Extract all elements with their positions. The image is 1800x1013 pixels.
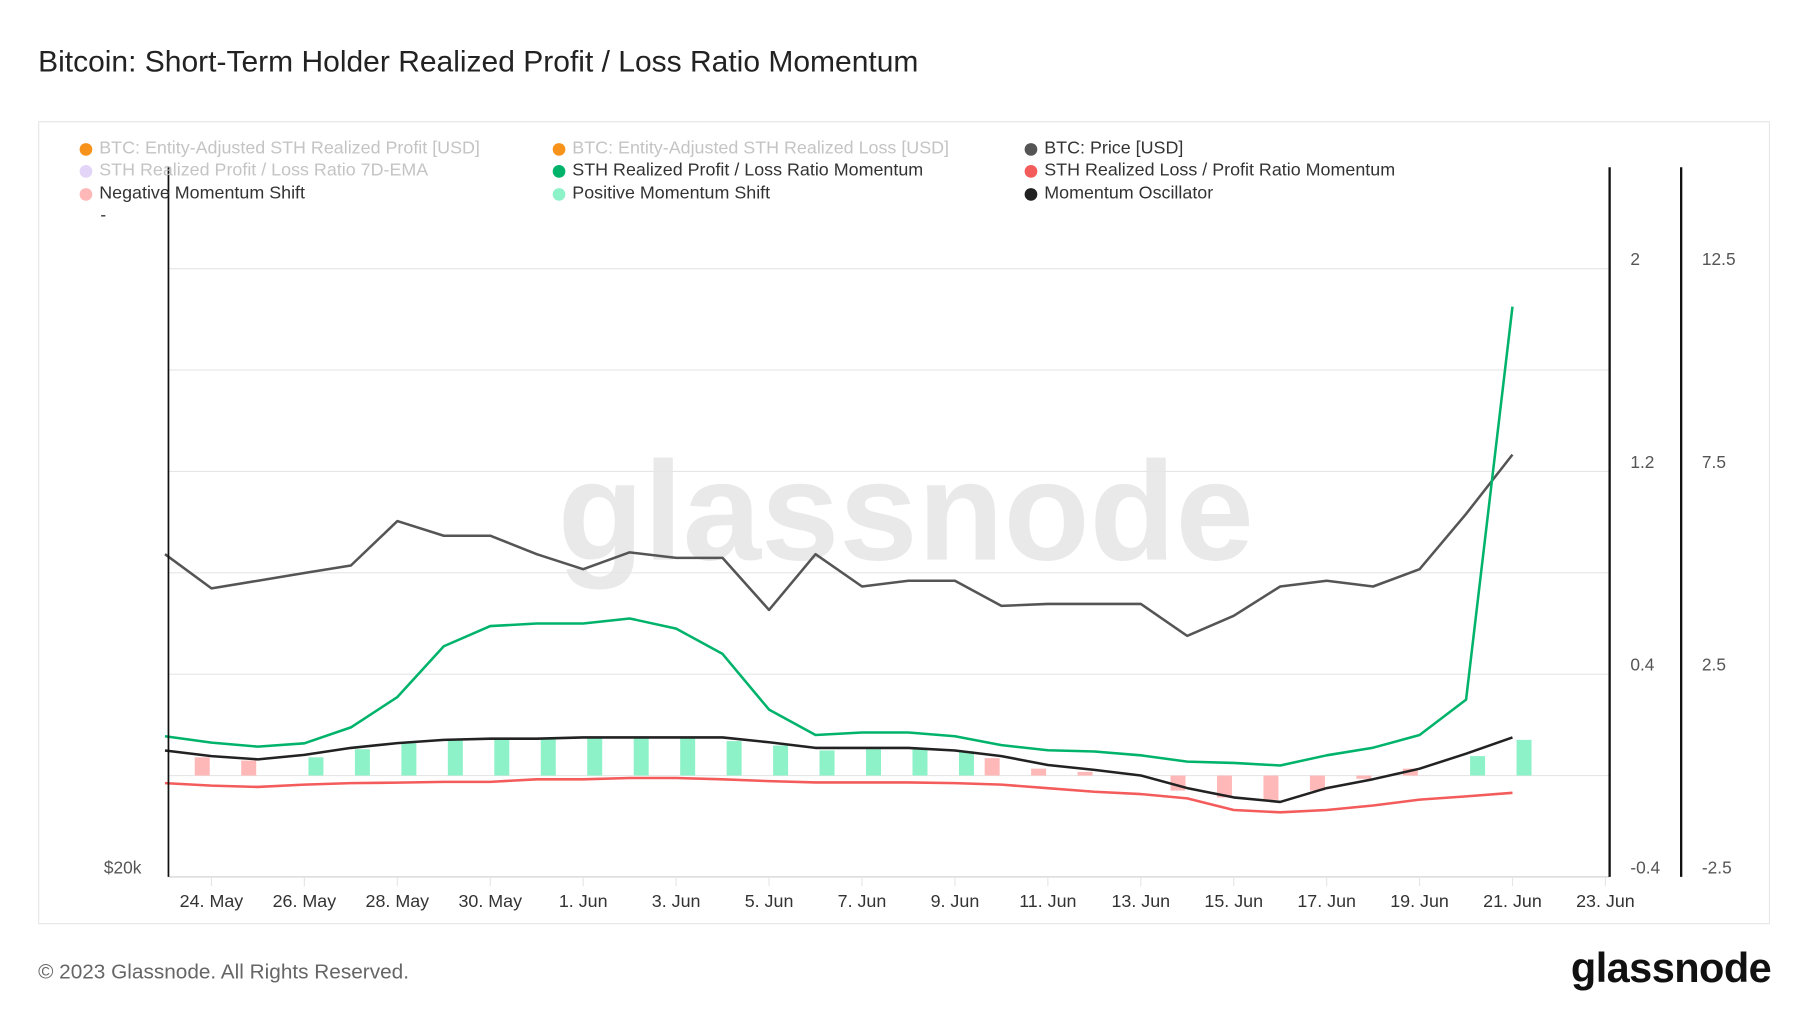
- x-tick-label: 30. May: [458, 891, 522, 911]
- ratio-tick-label: 1.2: [1630, 452, 1654, 472]
- legend-dot-icon: [552, 187, 566, 201]
- momentum-bar: [1402, 768, 1418, 776]
- oscillator-tick-label: 12.5: [1702, 249, 1736, 269]
- legend-item[interactable]: STH Realized Profit / Loss Ratio 7D-EMA: [79, 160, 429, 181]
- legend-label: STH Realized Loss / Profit Ratio Momentu…: [1044, 160, 1396, 181]
- legend-item[interactable]: Positive Momentum Shift: [552, 183, 771, 204]
- legend-item[interactable]: Negative Momentum Shift: [79, 183, 305, 204]
- momentum-bar: [241, 760, 257, 776]
- x-tick-label: 28. May: [366, 891, 430, 911]
- oscillator-tick-label: 2.5: [1702, 655, 1726, 675]
- legend-label: Negative Momentum Shift: [99, 183, 305, 204]
- momentum-bar: [726, 741, 742, 776]
- x-tick-label: 7. Jun: [838, 891, 887, 911]
- momentum-bar: [819, 750, 835, 776]
- momentum-bar: [866, 749, 882, 776]
- legend-label: Momentum Oscillator: [1044, 183, 1214, 204]
- momentum-bar: [1216, 775, 1232, 798]
- momentum-bar: [633, 738, 649, 776]
- x-tick-label: 17. Jun: [1297, 891, 1356, 911]
- x-tick-label: 3. Jun: [652, 891, 701, 911]
- legend-dot-icon: [1024, 164, 1038, 178]
- momentum-bar: [773, 745, 789, 776]
- momentum-bar: [447, 739, 463, 776]
- legend-dot-icon: [1024, 187, 1038, 201]
- momentum-bar: [540, 738, 556, 776]
- momentum-bar: [354, 749, 370, 776]
- ratio-tick-label: -0.4: [1630, 857, 1660, 877]
- legend-dot-icon: [552, 142, 566, 156]
- legend-label: BTC: Price [USD]: [1044, 138, 1184, 159]
- legend-item[interactable]: BTC: Entity-Adjusted STH Realized Profit…: [79, 138, 480, 159]
- oscillator-tick-label: -2.5: [1702, 857, 1732, 877]
- page-title: Bitcoin: Short-Term Holder Realized Prof…: [38, 43, 919, 79]
- legend-label: STH Realized Profit / Loss Ratio 7D-EMA: [99, 160, 429, 181]
- legend-dot-icon: [79, 142, 93, 156]
- series-line: [164, 776, 1513, 814]
- series-line: [164, 453, 1514, 638]
- legend-dot-icon: [79, 164, 93, 178]
- momentum-bar: [194, 757, 210, 776]
- price-tick-label: $20k: [104, 857, 142, 877]
- legend-dot-icon: [79, 187, 93, 201]
- legend-item[interactable]: STH Realized Profit / Loss Ratio Momentu…: [552, 160, 924, 181]
- legend-item[interactable]: STH Realized Loss / Profit Ratio Momentu…: [1024, 160, 1396, 181]
- legend-item[interactable]: BTC: Price [USD]: [1024, 138, 1184, 159]
- momentum-bar: [958, 751, 974, 776]
- momentum-bar: [1356, 775, 1372, 779]
- glassnode-logo: glassnode: [1570, 943, 1772, 992]
- x-tick-label: 24. May: [180, 891, 244, 911]
- momentum-bar: [984, 758, 1000, 776]
- x-tick-label: 23. Jun: [1576, 891, 1635, 911]
- momentum-bar: [308, 757, 324, 776]
- legend-item[interactable]: BTC: Entity-Adjusted STH Realized Loss […: [552, 138, 950, 159]
- oscillator-tick-label: 7.5: [1702, 452, 1726, 472]
- x-tick-label: 13. Jun: [1111, 891, 1170, 911]
- momentum-bar: [1470, 756, 1486, 776]
- ratio-tick-label: 2: [1630, 249, 1640, 269]
- ratio-tick-label: 0.4: [1630, 655, 1654, 675]
- momentum-bar: [1516, 739, 1532, 776]
- series-line: [164, 306, 1514, 767]
- watermark: glassnode: [558, 433, 1254, 590]
- legend-label: Positive Momentum Shift: [572, 183, 771, 204]
- x-tick-label: 11. Jun: [1019, 891, 1076, 911]
- legend-dot-icon: [1024, 142, 1038, 156]
- momentum-bar: [680, 738, 696, 776]
- legend-extra: -: [100, 205, 107, 226]
- x-tick-label: 1. Jun: [559, 891, 608, 911]
- momentum-bar: [1309, 775, 1325, 791]
- legend-label: BTC: Entity-Adjusted STH Realized Loss […: [572, 138, 950, 159]
- series-line: [164, 736, 1513, 804]
- momentum-bar: [1263, 775, 1279, 800]
- legend-item[interactable]: Momentum Oscillator: [1024, 183, 1214, 204]
- momentum-bar: [1031, 768, 1047, 776]
- legend-label: STH Realized Profit / Loss Ratio Momentu…: [572, 160, 924, 181]
- legend-dot-icon: [552, 164, 566, 178]
- legend-label: BTC: Entity-Adjusted STH Realized Profit…: [99, 138, 480, 159]
- x-tick-label: 26. May: [273, 891, 337, 911]
- momentum-bar: [494, 739, 510, 776]
- momentum-bar: [1077, 771, 1093, 776]
- momentum-bar: [401, 743, 417, 776]
- x-tick-label: 9. Jun: [931, 891, 980, 911]
- copyright: © 2023 Glassnode. All Rights Reserved.: [38, 960, 409, 984]
- x-tick-label: 21. Jun: [1483, 891, 1542, 911]
- momentum-bar: [587, 738, 603, 776]
- x-tick-label: 19. Jun: [1390, 891, 1449, 911]
- chart-container: [38, 121, 1771, 925]
- momentum-bar: [912, 749, 928, 776]
- x-tick-label: 15. Jun: [1204, 891, 1263, 911]
- x-tick-label: 5. Jun: [745, 891, 794, 911]
